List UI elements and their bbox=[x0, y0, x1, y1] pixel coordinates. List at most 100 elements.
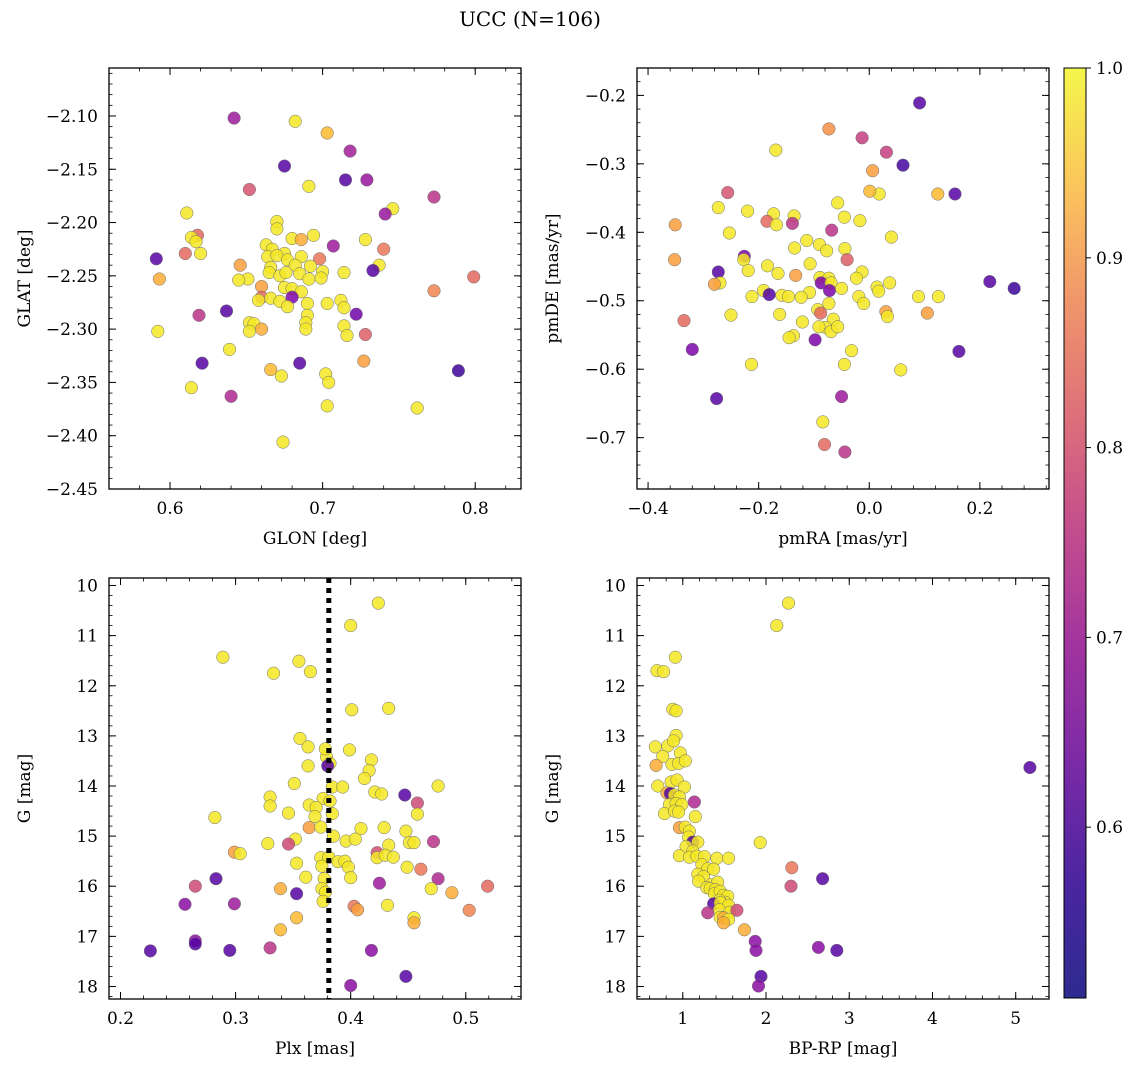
data-point bbox=[227, 897, 241, 911]
x-tick-label: 0.8 bbox=[462, 499, 489, 519]
data-point bbox=[279, 266, 293, 280]
data-point bbox=[701, 906, 715, 920]
data-point bbox=[983, 275, 997, 289]
data-point bbox=[357, 354, 371, 368]
data-point bbox=[267, 666, 281, 680]
data-point bbox=[242, 182, 256, 197]
data-point bbox=[481, 879, 495, 893]
data-point bbox=[151, 324, 165, 338]
y-tick-label: 13 bbox=[604, 727, 626, 747]
data-point bbox=[688, 810, 702, 824]
scatter-points bbox=[648, 596, 1037, 993]
y-tick-label: −0.2 bbox=[585, 86, 626, 106]
y-tick-label: −0.3 bbox=[585, 155, 626, 175]
data-point bbox=[188, 937, 202, 951]
data-point bbox=[372, 876, 386, 890]
y-tick-label: −2.45 bbox=[46, 480, 98, 500]
data-point bbox=[668, 218, 682, 232]
data-point bbox=[302, 179, 316, 193]
data-point bbox=[178, 897, 192, 911]
scatter-points bbox=[149, 111, 481, 449]
data-point bbox=[320, 296, 334, 311]
x-tick-label: 0.0 bbox=[856, 499, 883, 519]
data-point bbox=[360, 173, 374, 187]
data-point bbox=[830, 943, 844, 957]
data-point bbox=[345, 703, 359, 717]
y-tick-label: 18 bbox=[604, 977, 626, 997]
data-point bbox=[410, 796, 424, 810]
data-point bbox=[431, 872, 445, 886]
data-point bbox=[223, 943, 237, 957]
data-point bbox=[672, 805, 686, 819]
data-point bbox=[342, 743, 357, 757]
y-tick-label: −2.35 bbox=[46, 373, 98, 393]
data-point bbox=[290, 911, 304, 925]
data-point bbox=[822, 283, 837, 298]
data-point bbox=[301, 759, 315, 773]
data-point bbox=[931, 290, 945, 304]
figure-title: UCC (N=106) bbox=[459, 7, 601, 31]
data-point bbox=[762, 288, 776, 302]
data-point bbox=[233, 847, 247, 861]
data-point bbox=[344, 871, 358, 885]
data-point bbox=[948, 187, 962, 201]
x-tick-label: 0.2 bbox=[966, 499, 993, 519]
data-point bbox=[302, 821, 316, 835]
data-point bbox=[314, 820, 328, 834]
axes-frame bbox=[636, 67, 1050, 490]
data-point bbox=[837, 357, 851, 371]
data-point bbox=[803, 257, 817, 271]
data-point bbox=[351, 903, 365, 917]
data-point bbox=[710, 851, 724, 865]
data-point bbox=[293, 356, 307, 370]
data-point bbox=[380, 898, 395, 912]
data-point bbox=[222, 342, 237, 356]
data-point bbox=[192, 308, 206, 322]
x-tick-label: 5 bbox=[1010, 1009, 1021, 1029]
data-point bbox=[445, 886, 459, 900]
data-point bbox=[398, 788, 412, 802]
data-point bbox=[399, 969, 413, 983]
colorbar-tick-label: 0.9 bbox=[1096, 249, 1123, 269]
y-tick-label: 10 bbox=[604, 577, 626, 597]
x-tick-label: 4 bbox=[927, 1009, 938, 1029]
data-point bbox=[233, 258, 247, 272]
data-point bbox=[825, 223, 839, 237]
data-point bbox=[349, 307, 363, 321]
colorbar-tick-label: 0.6 bbox=[1096, 818, 1123, 838]
y-tick-label: 17 bbox=[604, 927, 626, 947]
y-axis-label: G [mag] bbox=[543, 754, 563, 823]
y-tick-label: −2.40 bbox=[46, 427, 98, 447]
data-point bbox=[224, 389, 238, 403]
data-point bbox=[303, 259, 317, 273]
data-point bbox=[462, 903, 476, 917]
data-point bbox=[273, 882, 288, 896]
data-point bbox=[920, 306, 934, 320]
data-point bbox=[863, 184, 877, 198]
y-tick-label: −2.10 bbox=[46, 107, 98, 127]
data-point bbox=[263, 799, 277, 813]
data-point bbox=[788, 241, 802, 255]
data-point bbox=[771, 266, 785, 280]
data-point bbox=[769, 218, 783, 232]
x-tick-label: 1 bbox=[677, 1009, 688, 1029]
data-point bbox=[872, 284, 886, 298]
data-point bbox=[711, 201, 725, 215]
data-point bbox=[354, 822, 368, 836]
data-point bbox=[281, 806, 296, 820]
data-point bbox=[840, 253, 854, 267]
data-point bbox=[722, 851, 736, 865]
data-point bbox=[299, 322, 313, 336]
data-point bbox=[336, 780, 350, 794]
data-point bbox=[855, 131, 869, 145]
y-tick-label: −0.4 bbox=[585, 223, 626, 243]
data-point bbox=[913, 96, 927, 110]
data-point bbox=[410, 401, 424, 415]
data-point bbox=[814, 306, 828, 320]
data-point bbox=[152, 272, 166, 286]
colorbar-tick-label: 1.0 bbox=[1096, 59, 1123, 79]
data-point bbox=[414, 862, 428, 876]
data-point bbox=[375, 787, 389, 801]
data-point bbox=[337, 301, 351, 315]
data-point bbox=[431, 779, 445, 793]
